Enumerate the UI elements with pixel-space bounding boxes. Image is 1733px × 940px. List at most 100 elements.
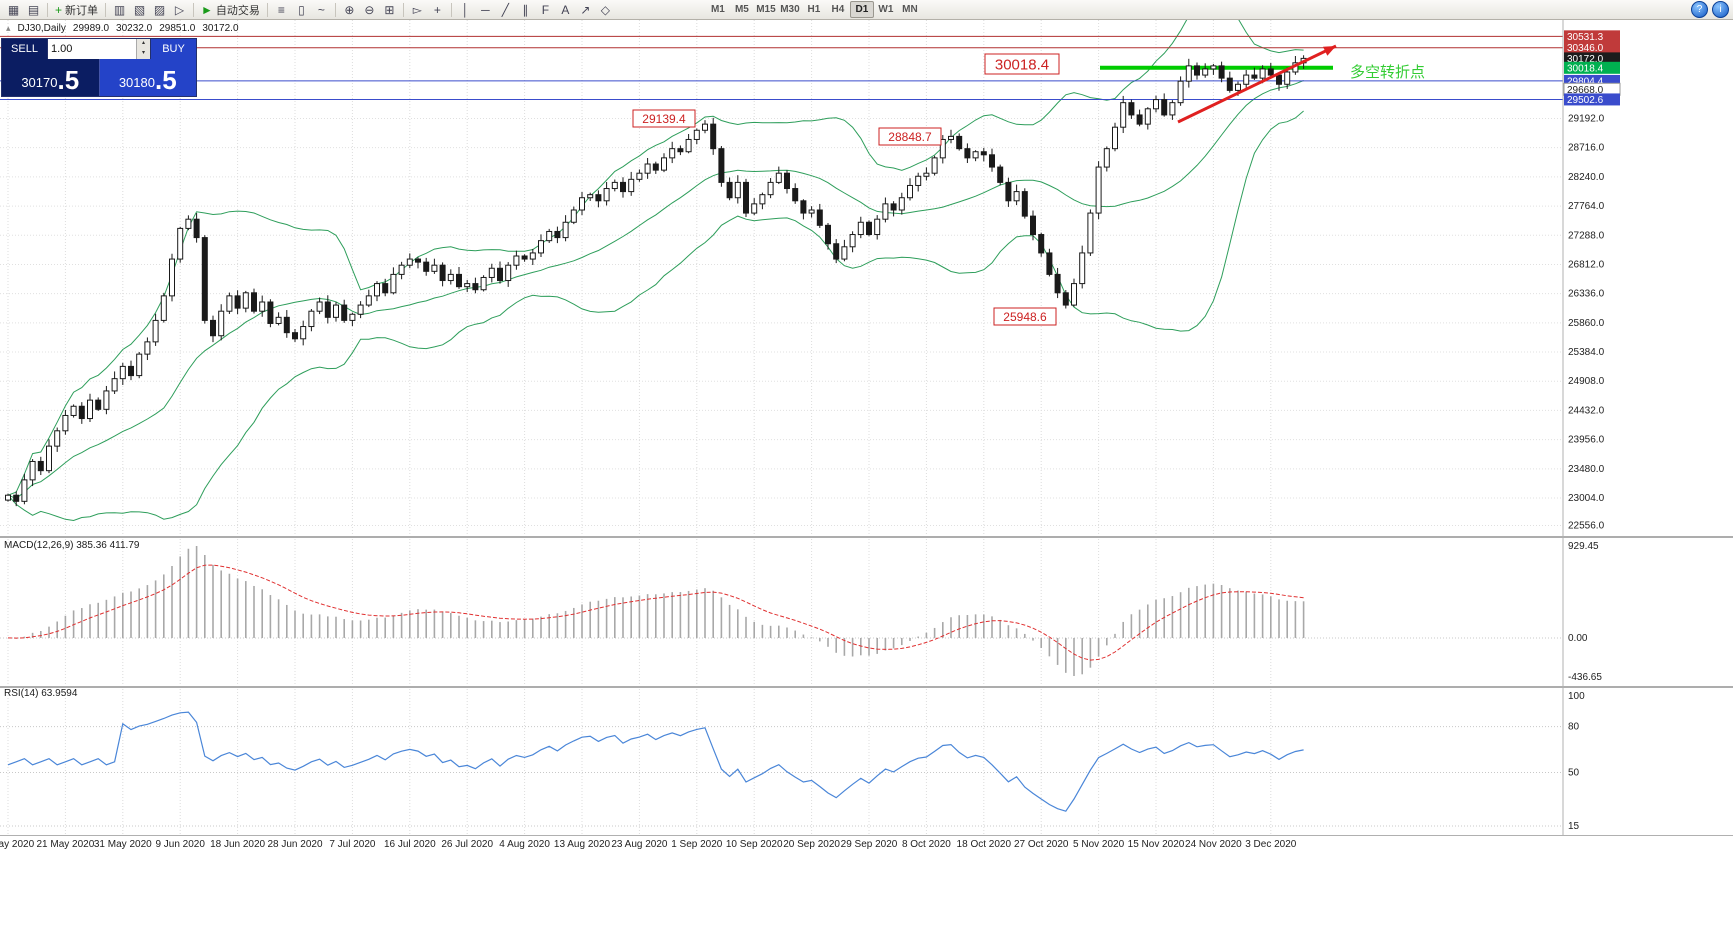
panel-separator[interactable] (0, 686, 1733, 688)
toolbar-separator (402, 2, 404, 17)
shapes-icon[interactable]: ◇ (596, 1, 615, 18)
annotation-note[interactable]: 多空转折点 (1350, 64, 1425, 81)
svg-text:1 Sep 2020: 1 Sep 2020 (671, 839, 723, 850)
candlestick-chart-icon: ▯ (298, 2, 305, 17)
timeframe-toolbar: M1 M5 M15 M30 H1 H4 D1 W1 MN (706, 1, 922, 18)
timeframe-button-m1[interactable]: M1 (706, 1, 730, 18)
auto-trading-button[interactable]: ► 自动交易 (198, 1, 263, 18)
trendline-icon[interactable]: ╱ (496, 1, 515, 18)
zoom-out-icon[interactable]: ⊖ (360, 1, 379, 18)
buy-price-main: 30180 (118, 75, 155, 90)
lot-size-input[interactable] (48, 39, 136, 59)
price-tag (1564, 93, 1620, 106)
one-click-trading-panel: SELL ▴ ▾ BUY 30170.5 30180.5 (1, 38, 197, 97)
buy-price-display[interactable]: 30180.5 (99, 59, 196, 96)
terminal-icon: ▨ (153, 2, 166, 17)
svg-text:28240.0: 28240.0 (1568, 172, 1605, 183)
timeframe-button-w1[interactable]: W1 (874, 1, 898, 18)
terminal-icon[interactable]: ▨ (150, 1, 169, 18)
candles (5, 55, 1307, 507)
lot-decrease-button[interactable]: ▾ (137, 49, 150, 59)
fibonacci-icon: F (541, 2, 550, 17)
svg-text:30531.3: 30531.3 (1567, 32, 1604, 43)
tile-windows-icon[interactable]: ⊞ (380, 1, 399, 18)
cursor-icon[interactable]: ▻ (408, 1, 427, 18)
timeframe-button-m5[interactable]: M5 (730, 1, 754, 18)
navigator-icon[interactable]: ▧ (130, 1, 149, 18)
horizontal-level-lines[interactable] (0, 35, 1563, 100)
macd-signal-line (7, 564, 1304, 661)
text-icon: A (561, 2, 570, 17)
arrows-icon[interactable]: ↗ (576, 1, 595, 18)
buy-button[interactable]: BUY (151, 39, 196, 59)
timeframe-button-d1[interactable]: D1 (849, 1, 874, 18)
new-order-button-label: 新订单 (65, 4, 99, 17)
trendline-icon: ╱ (501, 2, 510, 17)
svg-text:0.00: 0.00 (1568, 633, 1588, 644)
equidistant-channel-icon: ∥ (522, 2, 529, 17)
svg-text:24908.0: 24908.0 (1568, 376, 1605, 387)
price-label-box[interactable]: 28848.7 (878, 127, 942, 146)
line-chart-icon[interactable]: ~ (312, 1, 331, 18)
zoom-in-icon[interactable]: ⊕ (340, 1, 359, 18)
lot-size-field: ▴ ▾ (47, 39, 151, 59)
market-watch-icon: ▥ (113, 2, 126, 17)
timeframe-button-h4[interactable]: H4 (826, 1, 850, 18)
timeframe-button-m15[interactable]: M15 (754, 1, 778, 18)
svg-text:30172.0: 30172.0 (1567, 54, 1604, 65)
trend-arrow[interactable] (1177, 44, 1337, 124)
sell-button[interactable]: SELL (2, 39, 47, 59)
timeframe-button-m30[interactable]: M30 (778, 1, 802, 18)
profiles-icon[interactable]: ▤ (24, 1, 43, 18)
auto-trading-button-label: 自动交易 (215, 4, 260, 17)
svg-text:26 Jul 2020: 26 Jul 2020 (441, 839, 493, 850)
svg-text:9 Jun 2020: 9 Jun 2020 (155, 839, 205, 850)
svg-text:29502.6: 29502.6 (1567, 95, 1604, 106)
price-label-box[interactable]: 30018.4 (984, 53, 1060, 75)
svg-text:10 Sep 2020: 10 Sep 2020 (726, 839, 783, 850)
timeframe-button-h1[interactable]: H1 (802, 1, 826, 18)
new-chart-icon[interactable]: ▦ (4, 1, 23, 18)
equidistant-channel-icon[interactable]: ∥ (516, 1, 535, 18)
price-tag (1564, 52, 1620, 65)
toolbar-separator (450, 2, 452, 17)
chart-info-line: ▴ DJ30,Daily 29989.0 30232.0 29851.0 301… (6, 23, 239, 34)
svg-text:24432.0: 24432.0 (1568, 405, 1605, 416)
svg-text:23480.0: 23480.0 (1568, 464, 1605, 475)
svg-text:5 Nov 2020: 5 Nov 2020 (1073, 839, 1125, 850)
date-axis-border (0, 835, 1733, 836)
ohlc-low: 29851.0 (159, 23, 196, 34)
vertical-line-icon[interactable]: │ (456, 1, 475, 18)
cursor-icon: ▻ (412, 2, 423, 17)
help-icon[interactable]: ? (1691, 1, 1708, 18)
new-order-button[interactable]: + 新订单 (52, 1, 101, 18)
lot-increase-button[interactable]: ▴ (137, 39, 150, 49)
candlestick-chart-icon[interactable]: ▯ (292, 1, 311, 18)
price-label-box[interactable]: 25948.6 (993, 307, 1057, 326)
toolbar: ▦ ▤ + 新订单 ▥ ▧ ▨ ▷ ► 自动交易 ≡ ▯ ~ ⊕ ⊖ ⊞ ▻ + │ ─ ╱ ∥ F A ↗ ◇ M1 M5 M15 M3… (0, 0, 1733, 20)
svg-text:16 Jul 2020: 16 Jul 2020 (384, 839, 436, 850)
bar-chart-icon[interactable]: ≡ (272, 1, 291, 18)
horizontal-line-icon[interactable]: ─ (476, 1, 495, 18)
price-label-box[interactable]: 29139.4 (632, 109, 696, 128)
svg-text:23 Aug 2020: 23 Aug 2020 (611, 839, 668, 850)
svg-text:29139.4: 29139.4 (642, 112, 686, 126)
market-watch-icon[interactable]: ▥ (110, 1, 129, 18)
auto-trading-button: ► (201, 2, 213, 17)
tile-windows-icon: ⊞ (384, 2, 395, 17)
panel-separator[interactable] (0, 536, 1733, 538)
crosshair-icon[interactable]: + (428, 1, 447, 18)
timeframe-button-mn[interactable]: MN (898, 1, 922, 18)
strategy-tester-icon: ▷ (174, 2, 185, 17)
chart-canvas[interactable]: 30018.4 29139.4 28848.7 25948.6 多空转折点 29192.0… (0, 20, 1733, 940)
svg-text:30018.4: 30018.4 (995, 56, 1049, 73)
community-icon[interactable]: i (1712, 1, 1729, 18)
strategy-tester-icon[interactable]: ▷ (170, 1, 189, 18)
text-icon[interactable]: A (556, 1, 575, 18)
fibonacci-icon[interactable]: F (536, 1, 555, 18)
rsi-indicator-label: RSI(14) 63.9594 (4, 688, 78, 699)
sell-price-display[interactable]: 30170.5 (2, 59, 100, 96)
svg-text:21 May 2020: 21 May 2020 (36, 839, 94, 850)
